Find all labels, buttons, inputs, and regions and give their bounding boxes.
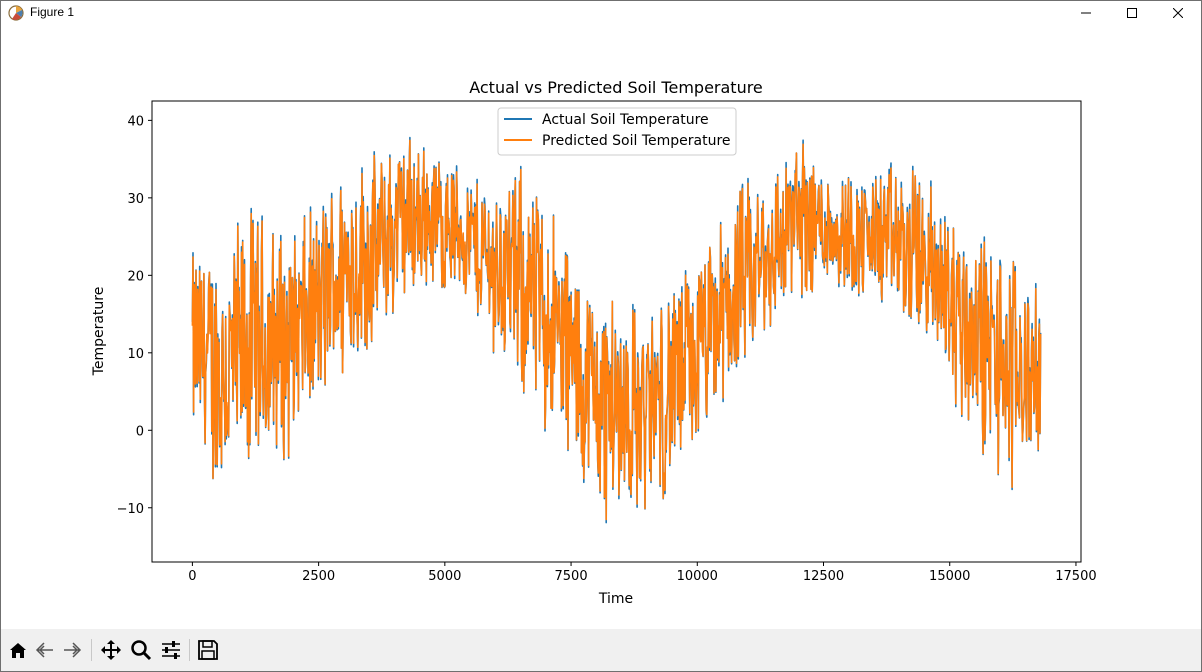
close-button[interactable]: [1155, 1, 1201, 25]
y-tick-label: 30: [127, 192, 144, 207]
title-bar: Figure 1: [1, 1, 1201, 25]
toolbar-separator: [91, 639, 92, 661]
x-tick-label: 0: [188, 569, 196, 584]
configure-subplots-icon: [160, 639, 182, 661]
legend-actual-label: Actual Soil Temperature: [542, 112, 709, 128]
toolbar-separator: [189, 639, 190, 661]
forward-button[interactable]: [59, 637, 85, 663]
y-tick-label: 40: [127, 114, 144, 129]
chart-title: Actual vs Predicted Soil Temperature: [469, 78, 763, 97]
minimize-button[interactable]: [1063, 1, 1109, 25]
save-icon: [197, 639, 219, 661]
configure-subplots-button[interactable]: [158, 637, 184, 663]
x-tick-label: 15000: [929, 569, 970, 584]
y-tick-label: 10: [127, 347, 144, 362]
chart: Actual vs Predicted Soil Temperature 0 25…: [1, 25, 1201, 629]
back-arrow-icon: [35, 640, 55, 660]
x-tick-label: 10000: [677, 569, 718, 584]
legend-predicted-label: Predicted Soil Temperature: [542, 133, 731, 149]
pan-button[interactable]: [98, 637, 124, 663]
zoom-icon: [130, 639, 152, 661]
x-tick-label: 2500: [302, 569, 335, 584]
home-icon: [8, 640, 28, 660]
save-button[interactable]: [195, 637, 221, 663]
window-title: Figure 1: [30, 5, 74, 19]
x-tick-label: 7500: [555, 569, 588, 584]
back-button[interactable]: [32, 637, 58, 663]
x-tick-label: 5000: [428, 569, 461, 584]
minimize-icon: [1081, 8, 1091, 18]
maximize-icon: [1127, 8, 1137, 18]
y-tick-label: −10: [117, 502, 144, 517]
x-tick-label: 17500: [1055, 569, 1096, 584]
zoom-button[interactable]: [128, 637, 154, 663]
pan-icon: [100, 639, 122, 661]
x-axis-label: Time: [598, 591, 633, 607]
legend: Actual Soil Temperature Predicted Soil T…: [498, 108, 736, 155]
navigation-toolbar: [1, 629, 1201, 671]
figure-canvas[interactable]: Actual vs Predicted Soil Temperature 0 25…: [1, 25, 1201, 629]
matplotlib-icon: [7, 4, 25, 22]
maximize-button[interactable]: [1109, 1, 1155, 25]
close-icon: [1173, 8, 1183, 18]
forward-arrow-icon: [62, 640, 82, 660]
home-button[interactable]: [5, 637, 31, 663]
y-tick-label: 20: [127, 269, 144, 284]
x-tick-label: 12500: [803, 569, 844, 584]
y-tick-label: 0: [136, 424, 144, 439]
y-axis-label: Temperature: [91, 287, 107, 377]
